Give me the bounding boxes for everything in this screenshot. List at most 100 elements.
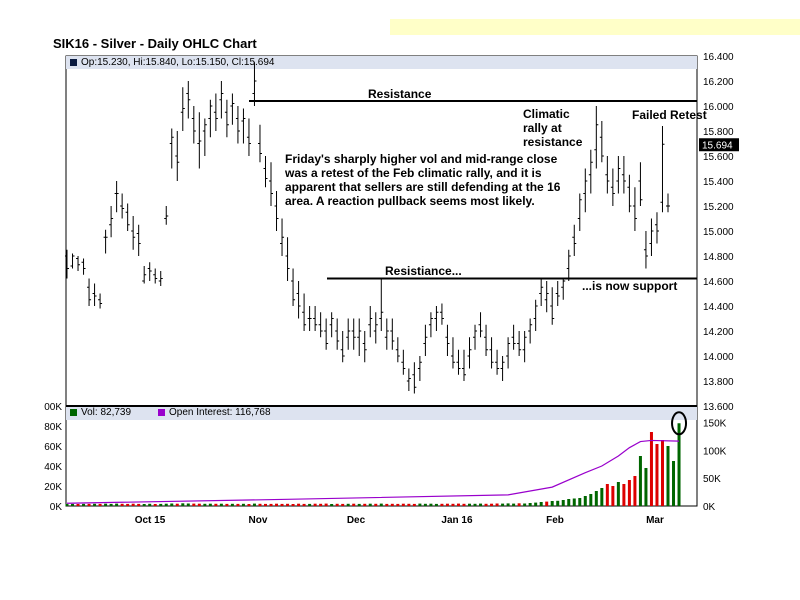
ohlc-bar <box>252 62 257 106</box>
volume-bar <box>462 503 466 506</box>
volume-bar <box>104 503 108 506</box>
ohlc-bar <box>153 268 158 284</box>
volume-bar <box>506 503 510 506</box>
resistance-mid-label: Resistiance... <box>385 264 462 278</box>
ohlc-bar <box>202 118 207 156</box>
ohlc-bar <box>114 181 119 213</box>
volume-bar <box>170 503 174 506</box>
volume-bar <box>280 503 284 506</box>
price-tick-label: 13.600 <box>703 402 734 413</box>
volume-bar <box>357 503 361 506</box>
ohlc-bar <box>302 293 307 331</box>
ohlc-bar <box>428 312 433 338</box>
ohlc-bar <box>632 187 637 231</box>
ohlc-bar <box>131 216 136 250</box>
ohlc-bar <box>362 331 367 363</box>
ohlc-bar <box>125 203 130 231</box>
volume-bar <box>236 503 240 506</box>
volume-highlight-circle <box>671 411 688 436</box>
volume-bar <box>545 501 549 506</box>
price-legend-band <box>66 56 697 69</box>
volume-left-tick-label: 40K <box>44 462 62 473</box>
ohlc-bar <box>511 324 516 350</box>
ohlc-bar <box>495 349 500 375</box>
volume-bar <box>539 502 543 506</box>
resistance-top-label: Resistance <box>368 87 432 101</box>
volume-bar <box>324 503 328 506</box>
ohlc-bar <box>484 324 489 356</box>
volume-bar <box>556 500 560 506</box>
ohlc-bar <box>219 81 224 119</box>
failed-retest-label: Failed Retest <box>632 108 707 122</box>
ohlc-bar <box>164 206 169 225</box>
volume-bar <box>440 503 444 506</box>
volume-bar <box>495 503 499 506</box>
volume-series <box>65 423 681 506</box>
volume-bar <box>572 498 576 506</box>
open-interest-legend-text: Open Interest: 116,768 <box>169 407 271 418</box>
volume-bar <box>214 503 218 506</box>
volume-bar <box>181 503 185 506</box>
volume-bar <box>401 503 405 506</box>
ohlc-bar <box>235 106 240 144</box>
ohlc-bar <box>180 87 185 131</box>
volume-bar <box>330 504 334 506</box>
x-tick-label: Mar <box>646 515 664 526</box>
price-tick-label: 16.200 <box>703 77 734 88</box>
ohlc-bar <box>147 262 152 281</box>
volume-bar <box>490 503 494 506</box>
volume-bar <box>644 468 648 506</box>
volume-bar <box>677 423 681 506</box>
ohlc-bar <box>186 81 191 119</box>
ohlc-bar <box>142 266 147 284</box>
volume-bar <box>583 496 587 506</box>
commentary-line-4: area. A reaction pullback seems most lik… <box>285 194 535 208</box>
ohlc-bar <box>638 162 643 206</box>
volume-legend-swatch <box>70 409 77 416</box>
ohlc-bar <box>500 356 505 381</box>
volume-bar <box>407 503 411 506</box>
volume-bar <box>203 503 207 506</box>
volume-bar <box>534 502 538 506</box>
ohlc-bar <box>616 156 621 194</box>
volume-legend-band <box>66 407 697 420</box>
ohlc-bar <box>307 306 312 331</box>
ohlc-bar <box>654 212 659 244</box>
ohlc-bar <box>423 324 428 356</box>
price-tick-label: 15.800 <box>703 127 734 138</box>
volume-bar <box>115 503 119 506</box>
volume-bar <box>379 503 383 506</box>
climatic-line-2: rally at <box>523 121 562 135</box>
volume-bar <box>660 440 664 506</box>
ohlc-bar <box>406 368 411 391</box>
ohlc-bar <box>280 218 285 256</box>
open-interest-series <box>66 439 680 504</box>
volume-bar <box>512 503 516 506</box>
ohlc-bar <box>175 131 180 181</box>
volume-bar <box>247 504 251 506</box>
ohlc-bar <box>357 318 362 356</box>
ohlc-bar <box>269 162 274 206</box>
open-interest-legend-swatch <box>158 409 165 416</box>
ohlc-bar <box>296 281 301 319</box>
ohlc-bar <box>627 174 632 213</box>
x-tick-label: Oct 15 <box>135 515 166 526</box>
volume-bar <box>319 503 323 506</box>
ohlc-bar <box>450 337 455 369</box>
volume-bar <box>445 503 449 506</box>
ohlc-bar <box>158 271 163 286</box>
ohlc-bar <box>230 93 235 125</box>
volume-bar <box>308 503 312 506</box>
volume-bar <box>600 488 604 506</box>
price-tick-label: 15.400 <box>703 177 734 188</box>
ohlc-legend: Op:15.230, Hi:15.840, Lo:15.150, Cl:15.6… <box>70 57 274 68</box>
volume-bar <box>76 504 80 506</box>
volume-bar <box>302 503 306 506</box>
ohlc-bar <box>401 349 406 375</box>
volume-bar <box>434 503 438 506</box>
volume-bar <box>153 504 157 506</box>
volume-left-tick-label: 60K <box>44 442 62 453</box>
price-tick-label: 14.200 <box>703 327 734 338</box>
open-interest-line <box>66 439 680 504</box>
volume-bar <box>297 503 301 506</box>
